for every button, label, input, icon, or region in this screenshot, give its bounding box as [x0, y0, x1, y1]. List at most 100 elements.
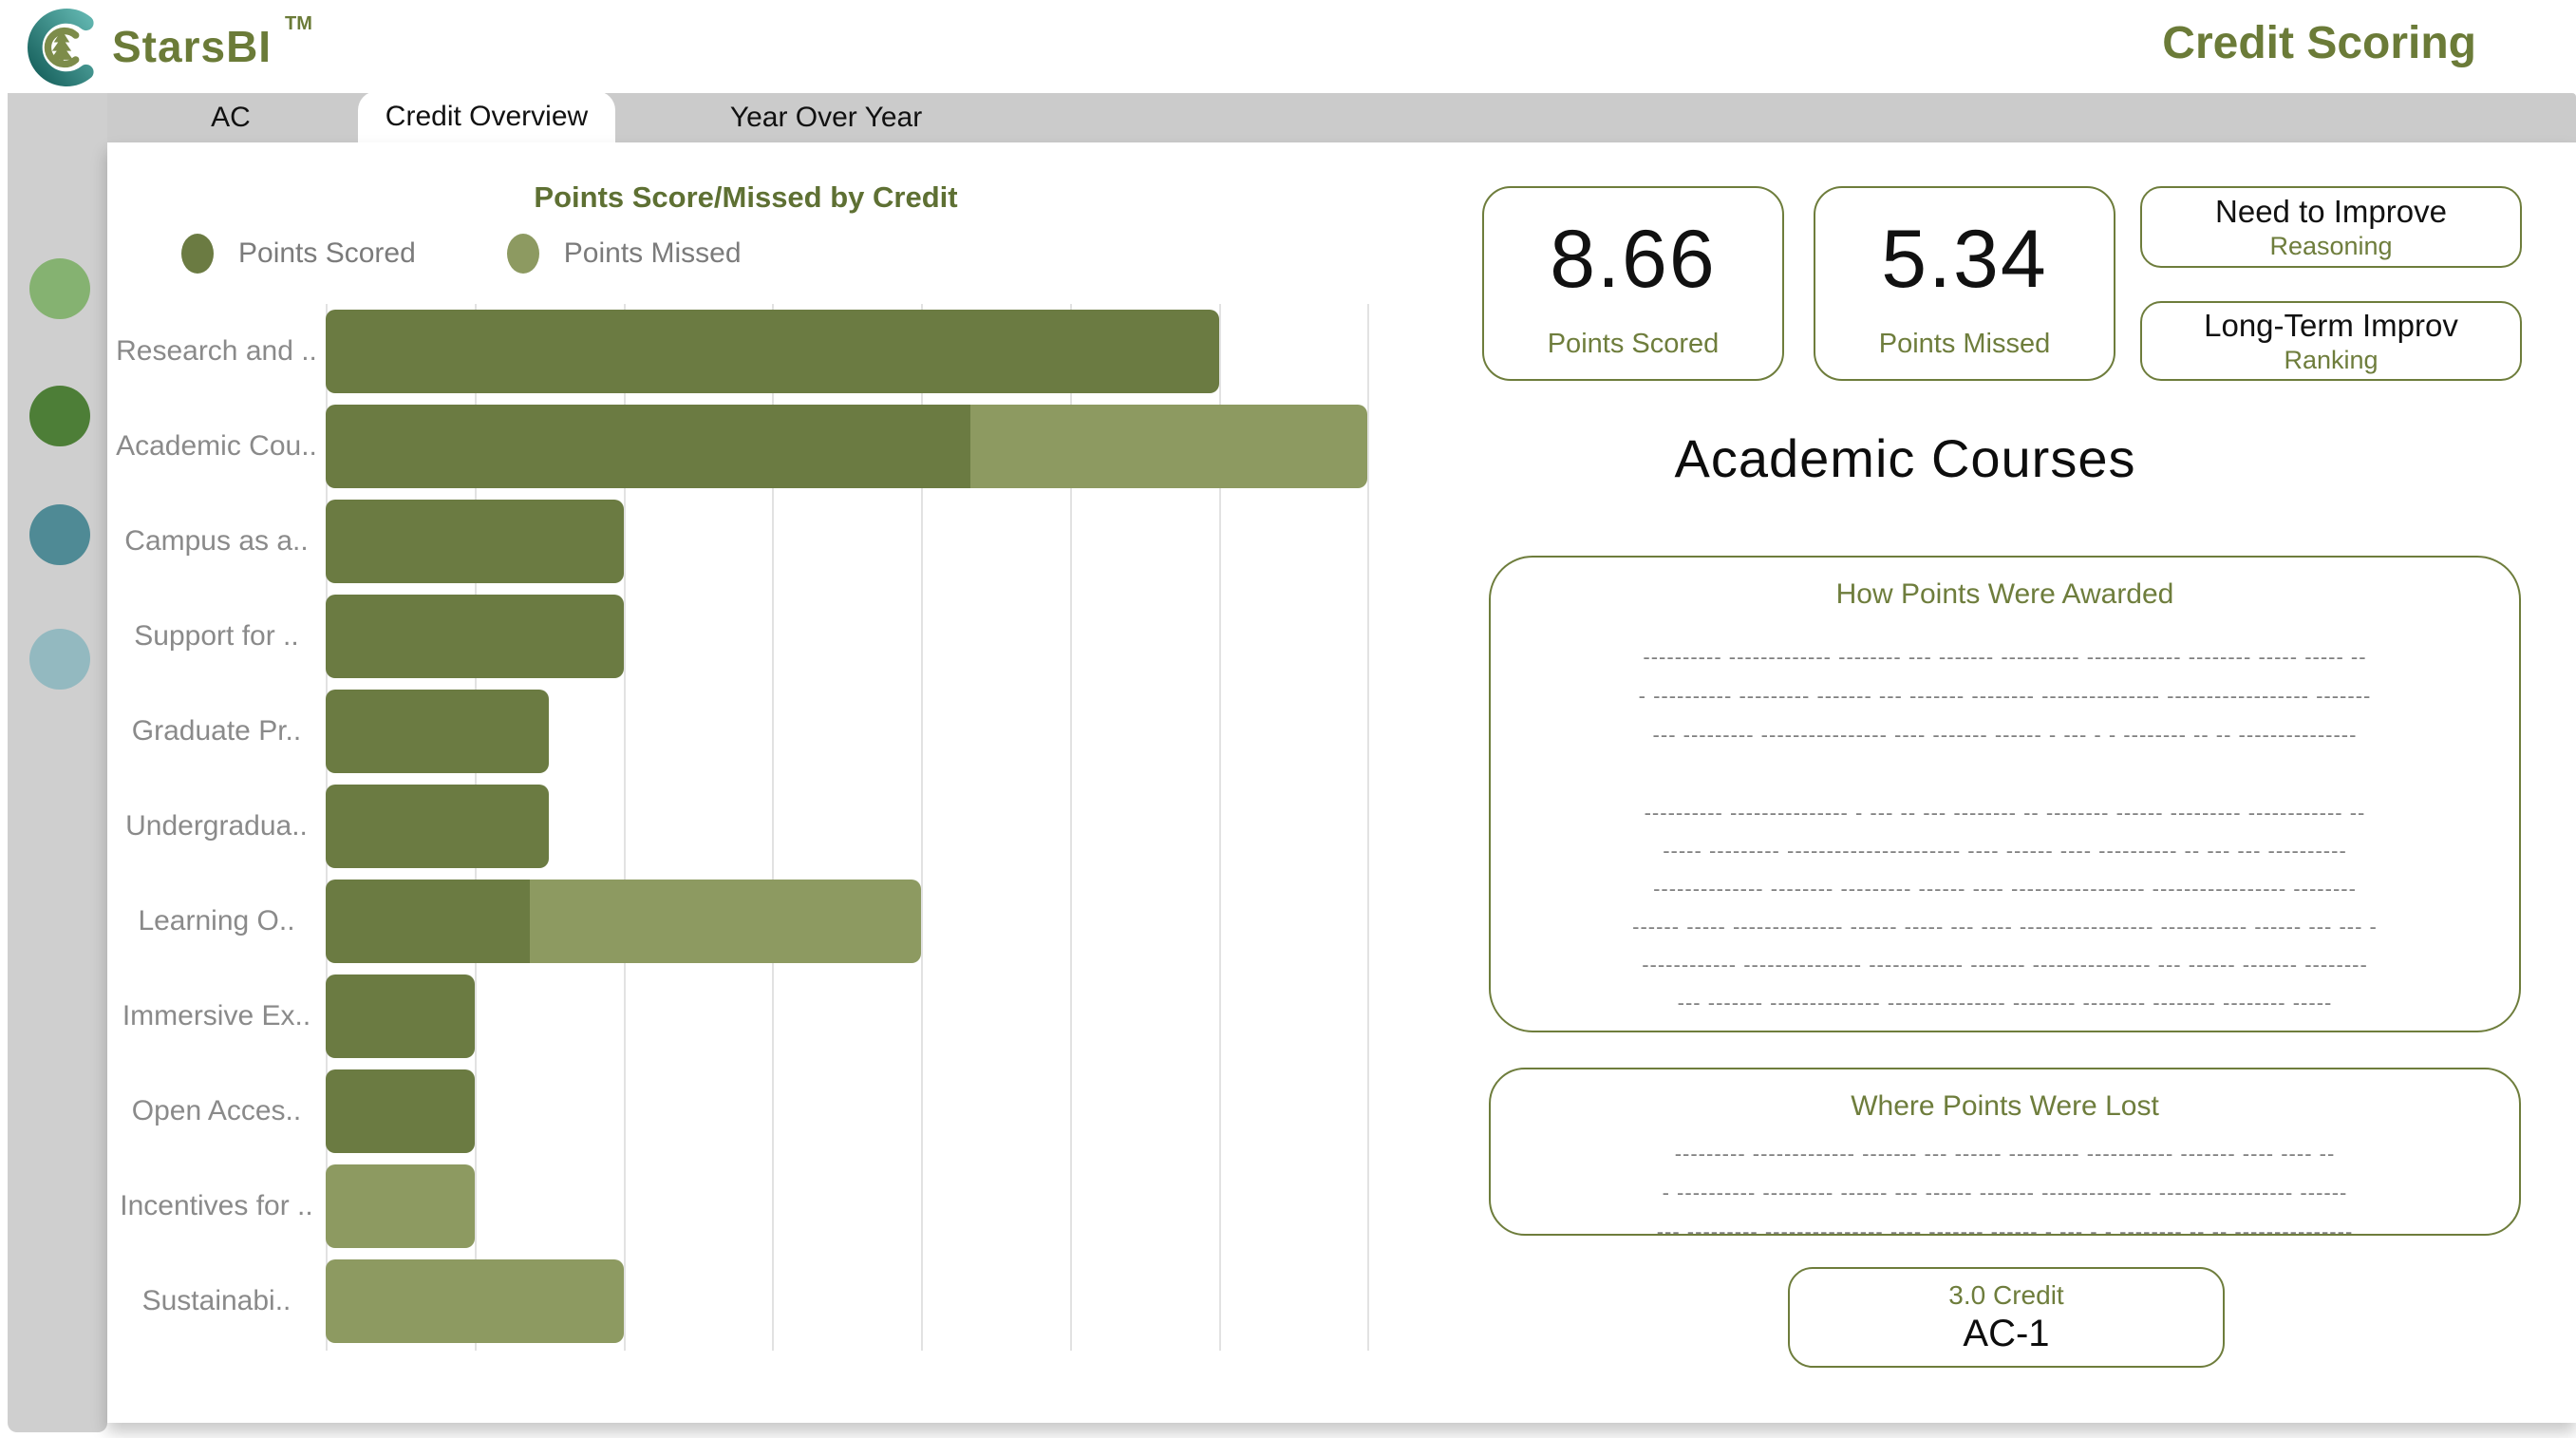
redacted-text-block: ---------- --------------- - --- -- --- … [1491, 794, 2519, 1022]
brand-logo-icon [28, 9, 94, 86]
bar-row [326, 1159, 1386, 1254]
redacted-text-line: --- --------- --------------- ---- -----… [1656, 1220, 2354, 1243]
credit-weight-label: 3.0 Credit [1948, 1279, 2064, 1310]
credit-code-label: AC-1 [1963, 1312, 2050, 1354]
gridline [623, 304, 626, 1351]
points-lost-title: Where Points Were Lost [1851, 1090, 2159, 1122]
redacted-text-line: ------ ----- -------------- ------ -----… [1632, 915, 2378, 938]
bar-row [326, 304, 1386, 399]
kpi-card-points-scored: 8.66 Points Scored [1482, 186, 1784, 381]
long-term-improv-card[interactable]: Long-Term Improv Ranking [2140, 301, 2522, 381]
redacted-text-block: --------- ------------- ------- --- ----… [1491, 1134, 2519, 1251]
brand-trademark: TM [285, 13, 312, 34]
plot-area [326, 304, 1386, 1351]
redacted-text-line: -------------- -------- --------- ------… [1653, 877, 2357, 900]
sidebar-dot-light-green[interactable] [29, 258, 90, 319]
bar-segment-scored[interactable] [326, 405, 970, 488]
redacted-text-line: --- --------- ---------------- ---- ----… [1652, 723, 2358, 747]
bar-segment-scored[interactable] [326, 880, 530, 963]
selected-credit-heading: Academic Courses [1674, 428, 2136, 488]
sidebar-dot-dark-green[interactable] [29, 386, 90, 446]
points-awarded-title: How Points Were Awarded [1835, 578, 2174, 610]
category-label: Open Acces.. [131, 1095, 302, 1126]
redacted-text-block: ---------- ------------- -------- --- --… [1491, 637, 2519, 754]
category-label: Academic Cou.. [116, 430, 317, 462]
redacted-text-line: --- ------- -------------- -------------… [1677, 991, 2333, 1014]
bar-row [326, 494, 1386, 589]
category-label: Incentives for .. [120, 1190, 313, 1221]
category-label: Undergradua.. [125, 810, 308, 842]
category-label: Learning O.. [138, 905, 295, 937]
category-label: Sustainabi.. [141, 1285, 291, 1316]
legend-item-missed: Points Missed [506, 234, 742, 274]
sidebar-dot-teal[interactable] [29, 504, 90, 565]
credit-badge: 3.0 Credit AC-1 [1788, 1267, 2225, 1368]
redacted-text-line: - ---------- --------- ------- --- -----… [1638, 684, 2372, 708]
gridline [1367, 304, 1370, 1351]
gridline [1218, 304, 1221, 1351]
redacted-text-line: --------- ------------- ------- --- ----… [1674, 1142, 2336, 1165]
points-lost-panel: Where Points Were Lost --------- -------… [1489, 1068, 2521, 1243]
points-awarded-panel: How Points Were Awarded ---------- -----… [1489, 556, 2521, 1032]
bar-segment-missed[interactable] [326, 1164, 475, 1248]
kpi-label-scored: Points Scored [1547, 329, 1720, 359]
chart-legend: Points Scored Points Missed [181, 232, 742, 275]
bar-segment-missed[interactable] [529, 880, 922, 963]
category-label: Immersive Ex.. [122, 1000, 311, 1031]
redacted-text-line: ---------- ------------- -------- --- --… [1643, 645, 2367, 669]
legend-label-missed: Points Missed [563, 237, 742, 269]
redacted-text-line: ---------- --------------- - --- -- --- … [1644, 801, 2366, 824]
kpi-value-scored: 8.66 [1550, 214, 1717, 305]
redacted-text-line: - ---------- --------- ------ --- ------… [1662, 1181, 2348, 1204]
bar-segment-missed[interactable] [326, 1259, 624, 1343]
need-to-improve-subtitle: Reasoning [2269, 231, 2393, 260]
content-panel: Points Score/Missed by Credit Points Sco… [107, 142, 2576, 1423]
bar-segment-scored[interactable] [326, 500, 624, 583]
chart-title: Points Score/Missed by Credit [534, 180, 958, 214]
page-title: Credit Scoring [2162, 18, 2476, 68]
brand-name: StarsBI [112, 22, 273, 71]
bar-row [326, 684, 1386, 779]
category-label: Campus as a.. [124, 525, 309, 557]
bar-row [326, 399, 1386, 494]
tab-ac[interactable]: AC [211, 102, 251, 133]
need-to-improve-card[interactable]: Need to Improve Reasoning [2140, 186, 2522, 268]
bar-chart: Research and .. Academic Cou.. Campus as a… [107, 304, 1386, 1351]
gridline [772, 304, 775, 1351]
bar-row [326, 1254, 1386, 1349]
bar-row [326, 874, 1386, 969]
legend-dot-scored-icon [181, 234, 214, 274]
redacted-text-line: ----- --------- ---------------------- -… [1663, 839, 2347, 862]
bar-segment-scored[interactable] [326, 1069, 475, 1153]
tab-year-over-year[interactable]: Year Over Year [729, 102, 923, 133]
bar-segment-scored[interactable] [326, 595, 624, 678]
sidebar [8, 93, 107, 1432]
gridline [921, 304, 924, 1351]
tab-bar: AC Credit Overview Year Over Year [8, 91, 2576, 142]
redacted-text-line: ------------ --------------- -----------… [1642, 953, 2368, 976]
bar-row [326, 969, 1386, 1064]
legend-dot-missed-icon [506, 234, 539, 274]
bar-segment-scored[interactable] [326, 974, 475, 1058]
bar-row [326, 779, 1386, 874]
category-label: Research and .. [116, 335, 317, 367]
kpi-card-points-missed: 5.34 Points Missed [1814, 186, 2115, 381]
sidebar-dot-light-blue[interactable] [29, 629, 90, 690]
gridline [1069, 304, 1072, 1351]
bar-segment-missed[interactable] [969, 405, 1368, 488]
need-to-improve-title: Need to Improve [2215, 193, 2447, 229]
legend-item-scored: Points Scored [181, 234, 416, 274]
category-axis: Research and .. Academic Cou.. Campus as a… [107, 304, 326, 1351]
category-label: Graduate Pr.. [131, 715, 302, 747]
bar-segment-scored[interactable] [326, 785, 550, 868]
bar-segment-scored[interactable] [326, 310, 1219, 393]
bar-segment-scored[interactable] [326, 690, 550, 773]
tab-credit-overview[interactable]: Credit Overview [358, 91, 615, 142]
bar-row [326, 589, 1386, 684]
tree-icon [50, 29, 73, 67]
kpi-label-missed: Points Missed [1878, 329, 2051, 359]
category-label: Support for .. [134, 620, 299, 652]
header: StarsBI TM Credit Scoring [0, 0, 2576, 93]
long-term-improv-title: Long-Term Improv [2204, 307, 2458, 343]
